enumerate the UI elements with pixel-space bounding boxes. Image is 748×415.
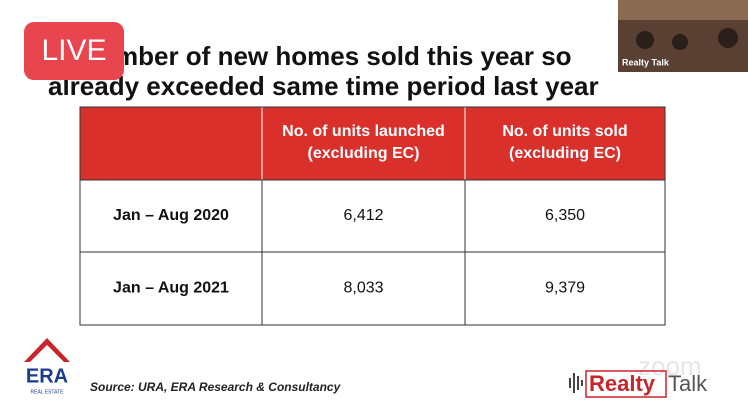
row-header: Jan – Aug 2020 [113,207,229,224]
video-label: Realty Talk [622,57,670,67]
header-line: (excluding EC) [509,145,621,162]
brand-first: Realty [589,371,656,396]
table-border [79,106,666,326]
header-line: No. of units launched [282,123,445,140]
eq-bar [573,373,575,393]
video-wall [618,0,748,20]
video-thumbnail[interactable]: Realty Talk [618,0,748,72]
brand-logo: Realty Talk [569,370,708,398]
header-cell: No. of units launched (excluding EC) [282,123,445,162]
cell: 6,350 [545,207,585,224]
header-row [80,107,665,180]
header-line: No. of units sold [502,123,627,140]
logo-tagline: REAL ESTATE [31,389,65,395]
title-line: already exceeded same time period last y… [48,71,599,101]
header-cell: No. of units sold (excluding EC) [502,123,627,162]
cell: 8,033 [343,280,383,297]
table: No. of units launched (excluding EC)No. o… [79,106,666,326]
header-line: (excluding EC) [307,145,419,162]
watermark: zoom [638,351,702,381]
person [636,31,654,49]
person [672,34,688,50]
eq-bar [577,376,579,390]
person [718,28,738,48]
eq-bar [569,378,571,388]
logo-name: ERA [26,365,68,387]
source: Source: URA, ERA Research & Consultancy [90,380,342,394]
cell: 6,412 [343,207,383,224]
live-badge [24,22,124,80]
logo-roof [24,338,70,362]
cell: 9,379 [545,280,585,297]
eq-bar [581,380,583,386]
era-logo: ERA REAL ESTATE [24,338,70,395]
brand-second: Talk [668,371,708,396]
live-text: LIVE [41,34,106,67]
row-header: Jan – Aug 2021 [113,280,229,297]
brand-box [585,370,667,398]
title-line: mber of new homes sold this year so [115,41,572,71]
